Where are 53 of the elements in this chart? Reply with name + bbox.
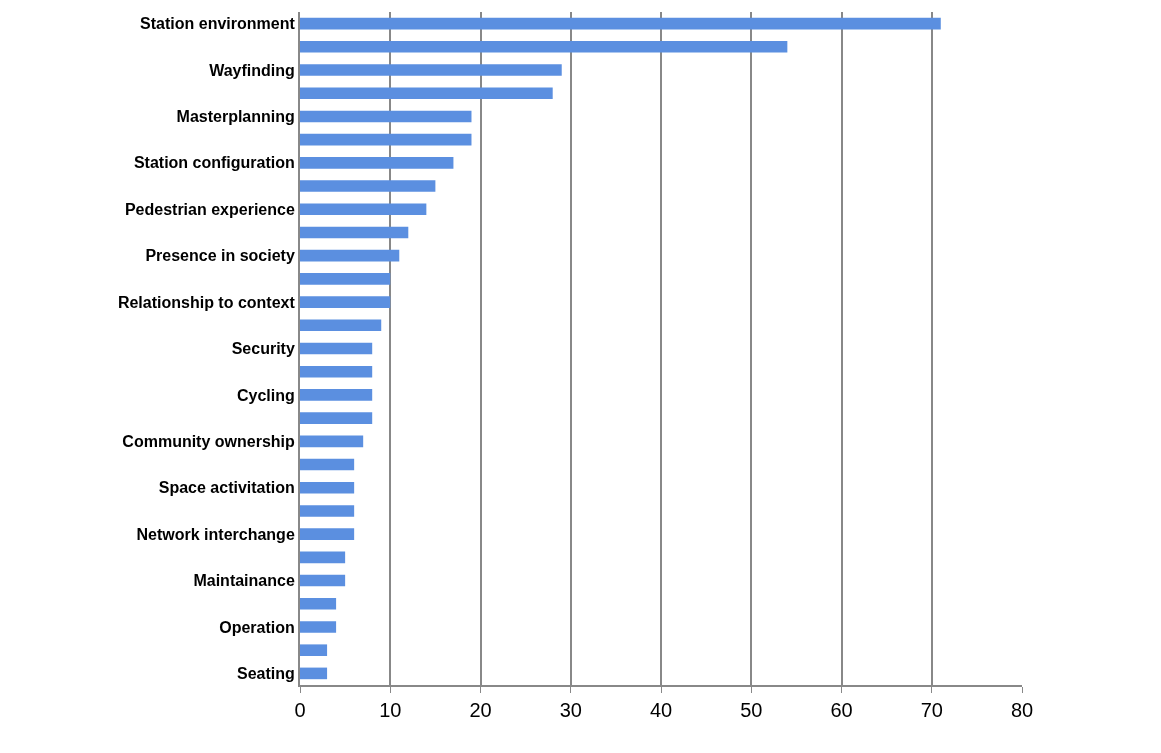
bar [300, 273, 391, 285]
y-tick-label: Cycling [237, 386, 295, 404]
y-tick-label: Security [231, 340, 295, 358]
y-tick-label: Maintainance [193, 572, 295, 590]
y-tick-label: Masterplanning [176, 108, 295, 126]
bar [300, 505, 355, 517]
bar [300, 597, 337, 610]
bar [300, 87, 553, 100]
x-tick-label: 10 [379, 699, 402, 721]
bar [300, 551, 346, 564]
x-tick-label: 30 [559, 699, 582, 721]
bar [300, 621, 337, 633]
y-tick-label: Community ownership [122, 432, 296, 450]
bar [300, 644, 328, 656]
x-tick-label: 60 [830, 699, 853, 721]
bar [300, 389, 373, 401]
x-tick-label: 70 [920, 699, 943, 721]
bar [300, 667, 328, 680]
y-tick-label: Seating [237, 665, 295, 682]
bar [300, 574, 346, 587]
bar [300, 110, 472, 123]
bar [300, 319, 382, 332]
x-tick-label: 80 [1010, 699, 1034, 721]
bar [300, 180, 436, 192]
bar [300, 412, 373, 424]
bar [300, 365, 373, 378]
bar [300, 17, 941, 30]
y-tick-label: Operation [219, 618, 295, 636]
bar [300, 458, 355, 471]
bar [300, 226, 409, 239]
y-tick-label: Station configuration [133, 154, 295, 172]
x-tick-label: 0 [294, 699, 306, 721]
x-tick-label: 40 [649, 699, 673, 721]
y-tick-label: Space activitation [158, 479, 295, 497]
bar [300, 157, 454, 169]
bar [300, 481, 355, 494]
bar [300, 528, 355, 540]
bar [300, 203, 427, 216]
bar [300, 435, 364, 448]
bar [300, 296, 391, 308]
y-tick-label: Relationship to context [117, 293, 296, 311]
y-tick-label: Station environment [140, 15, 296, 33]
bar [300, 133, 472, 146]
y-tick-label: Presence in society [145, 247, 295, 265]
x-tick-label: 50 [740, 699, 763, 721]
y-tick-label: Network interchange [136, 525, 295, 543]
y-tick-label: Pedestrian experience [124, 200, 295, 218]
bar [300, 342, 373, 355]
bar [300, 64, 562, 76]
x-tick-label: 20 [469, 699, 492, 721]
bar [300, 249, 400, 262]
bar [300, 41, 788, 53]
y-tick-label: Wayfinding [209, 61, 295, 79]
